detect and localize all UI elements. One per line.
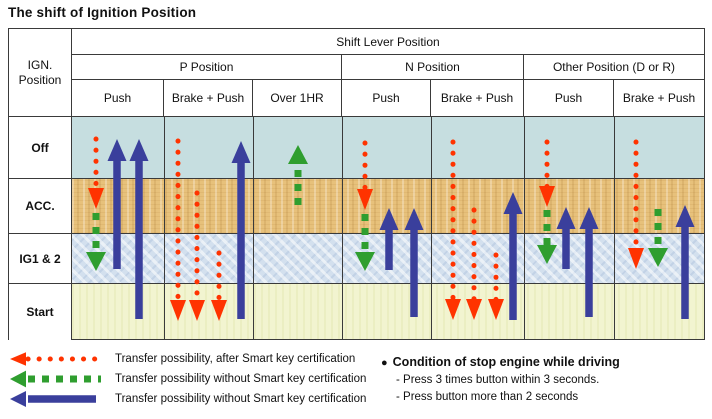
header-p-push: Push	[72, 80, 164, 117]
header-other-push: Push	[524, 80, 614, 117]
table-body	[72, 117, 704, 340]
header-n-push: Push	[342, 80, 431, 117]
header-n-brake-push: Brake + Push	[431, 80, 524, 117]
legend-label: Transfer possibility without Smart key c…	[115, 373, 367, 385]
legend-row-no-smart: Transfer possibility without Smart key c…	[8, 369, 366, 389]
column-separator	[431, 117, 432, 340]
header-group-n-position: N Position	[342, 55, 524, 80]
shift-table: IGN. Position Shift Lever Position P Pos…	[8, 28, 705, 340]
page-title: The shift of Ignition Position	[8, 5, 197, 20]
band-acc	[72, 179, 704, 234]
column-separator	[164, 117, 165, 340]
band-ig1-2	[72, 234, 704, 284]
legend-label: Transfer possibility, after Smart key ce…	[115, 353, 356, 365]
column-separator	[253, 117, 254, 340]
row-label-start: Start	[9, 284, 72, 340]
green-dashed-arrow-icon	[8, 370, 104, 388]
corner-cell-ign-position: IGN. Position	[9, 29, 72, 117]
note-title-row: ● Condition of stop engine while driving	[381, 355, 620, 369]
band-start	[72, 284, 704, 340]
row-label-acc: ACC.	[9, 179, 72, 234]
corner-line-2: Position	[18, 72, 62, 87]
row-label-off: Off	[9, 117, 72, 179]
bullet-icon: ●	[381, 357, 388, 369]
column-separator	[524, 117, 525, 340]
legend-label: Transfer possibility without Smart key c…	[115, 393, 367, 405]
blue-solid-arrow-icon	[8, 390, 104, 408]
header-p-over-1hr: Over 1HR	[253, 80, 342, 117]
red-dotted-arrow-icon	[8, 350, 104, 368]
note-item-2: - Press button more than 2 seconds	[396, 391, 579, 403]
header-p-brake-push: Brake + Push	[164, 80, 253, 117]
column-separator	[614, 117, 615, 340]
legend: Transfer possibility, after Smart key ce…	[8, 349, 366, 409]
note-item-1: - Press 3 times button within 3 seconds.	[396, 374, 600, 386]
engine-stop-note: ● Condition of stop engine while driving …	[381, 355, 620, 403]
header-group-p-position: P Position	[72, 55, 342, 80]
header-group-other-position: Other Position (D or R)	[524, 55, 704, 80]
note-title: Condition of stop engine while driving	[392, 355, 620, 369]
column-separator	[342, 117, 343, 340]
legend-row-solid: Transfer possibility without Smart key c…	[8, 389, 366, 409]
legend-row-smart: Transfer possibility, after Smart key ce…	[8, 349, 366, 369]
header-other-brake-push: Brake + Push	[614, 80, 704, 117]
corner-line-1: IGN.	[27, 57, 53, 72]
band-off	[72, 117, 704, 179]
row-label-ig1-2: IG1 & 2	[9, 234, 72, 284]
header-shift-lever-position: Shift Lever Position	[72, 29, 704, 55]
